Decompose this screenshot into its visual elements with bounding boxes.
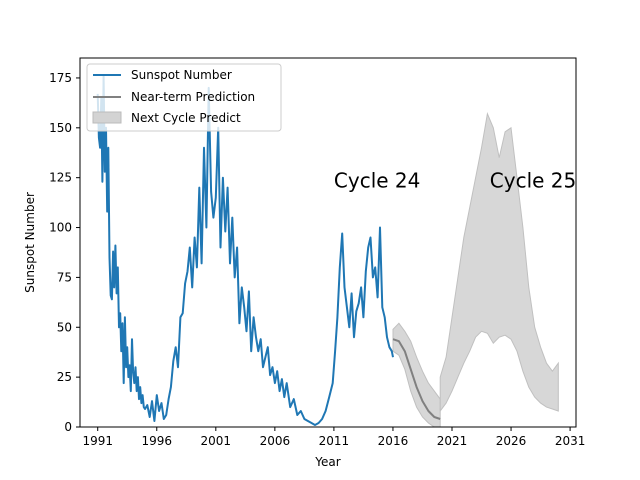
y-tick-label: 25 xyxy=(57,370,72,384)
legend-label-sunspot: Sunspot Number xyxy=(131,68,232,82)
y-tick-label: 75 xyxy=(57,270,72,284)
tick-labels: 1991 1996 2001 2006 2011 2016 2021 2026 2031 0 25 5… xyxy=(49,71,585,448)
legend-swatch-next-cycle xyxy=(92,111,122,124)
band-next-cycle-predict xyxy=(439,112,559,413)
x-tick-label: 2011 xyxy=(319,434,350,448)
x-tick-label: 2001 xyxy=(201,434,232,448)
legend: Sunspot Number Near-term Prediction Next… xyxy=(86,63,282,132)
y-tick-label: 125 xyxy=(49,171,72,185)
x-tick-label: 2021 xyxy=(437,434,468,448)
y-tick-label: 100 xyxy=(49,221,72,235)
x-tick-label: 2031 xyxy=(555,434,586,448)
y-axis-label: Sunspot Number xyxy=(23,192,37,293)
series-line-sunspot-number xyxy=(96,75,394,426)
axes xyxy=(76,57,577,431)
legend-box xyxy=(86,63,282,132)
x-tick-label: 1996 xyxy=(141,434,172,448)
y-tick-label: 0 xyxy=(64,420,72,434)
series-lines xyxy=(96,75,441,426)
legend-label-next-cycle: Next Cycle Predict xyxy=(131,111,241,125)
annotation-cycle-25: Cycle 25 xyxy=(490,169,576,193)
annotation-cycle-24: Cycle 24 xyxy=(334,169,420,193)
x-tick-label: 2026 xyxy=(496,434,527,448)
x-tick-label: 2016 xyxy=(378,434,409,448)
x-tick-label: 1991 xyxy=(82,434,113,448)
legend-label-near-term: Near-term Prediction xyxy=(131,90,255,104)
x-tick-label: 2006 xyxy=(260,434,291,448)
y-tick-label: 175 xyxy=(49,71,72,85)
series-line-near-term-prediction xyxy=(392,338,441,420)
y-tick-label: 150 xyxy=(49,121,72,135)
plot-frame xyxy=(79,57,577,428)
y-tick-label: 50 xyxy=(57,320,72,334)
x-axis-label: Year xyxy=(314,455,340,469)
